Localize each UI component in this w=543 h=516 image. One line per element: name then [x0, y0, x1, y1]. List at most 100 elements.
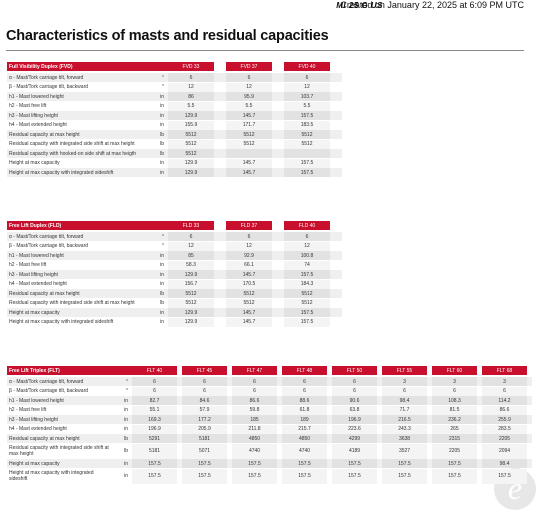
unit: ° [162, 233, 164, 240]
value-cell: 6 [182, 377, 227, 386]
table-row: Residual capacity at max height lb 5512 551… [7, 289, 342, 298]
unit: in [160, 160, 164, 166]
value-cell: 155.9 [168, 120, 214, 130]
section-title: Free Lift Duplex (FLD) [7, 221, 168, 230]
value-cell: 265 [432, 424, 477, 434]
row-label: β - Mast/Tork carriage tilt, backward [9, 84, 89, 90]
unit: in [160, 252, 164, 259]
table-header-row: Free Lift Triplex (FLT) FLT 40 FLT 45 FLT 4… [7, 366, 532, 375]
row-label: Residual capacity at max height [9, 290, 80, 297]
unit: lb [124, 435, 128, 442]
value-cell: 157.5 [284, 270, 330, 279]
value-cell: 5512 [284, 130, 330, 139]
table-row: Height at max capacity in 129.9 145.7 157.5 [7, 158, 342, 168]
value-cell: 236.2 [432, 415, 477, 424]
value-cell: 98.4 [382, 396, 427, 405]
row-label: h3 - Mast lifting height [9, 416, 58, 423]
value-cell: 5512 [168, 298, 214, 308]
table-row: h3 - Mast lifting height in 129.9 145.7 157.… [7, 111, 342, 120]
value-cell: 92.9 [226, 251, 272, 260]
row-label: Residual capacity with integrated side s… [9, 300, 135, 306]
unit: in [160, 281, 164, 287]
value-cell: 5512 [168, 130, 214, 139]
value-cell: 129.9 [168, 168, 214, 177]
value-cell: 6 [332, 377, 377, 386]
value-cell: 145.7 [226, 168, 272, 177]
value-cell: 4299 [332, 434, 377, 443]
value-cell: 5.5 [168, 101, 214, 111]
value-cell: 145.7 [226, 158, 272, 168]
value-cell: 6 [282, 386, 327, 396]
row-label: α - Mast/Tork carriage tilt, forward [9, 233, 84, 240]
unit: in [124, 416, 128, 423]
column-header: FLT 50 [332, 366, 377, 375]
column-header: FLT 55 [382, 366, 427, 375]
value-cell: 5291 [132, 434, 177, 443]
table-row: Residual capacity with integrated side s… [7, 139, 342, 149]
unit: in [124, 407, 128, 413]
value-cell: 185 [232, 415, 277, 424]
value-cell: 216.5 [382, 415, 427, 424]
value-cell: 88.6 [282, 396, 327, 405]
value-cell: 6 [182, 386, 227, 396]
value-cell: 157.5 [382, 468, 427, 484]
value-cell: 170.5 [226, 279, 272, 289]
value-cell: 63.8 [332, 405, 377, 415]
value-cell: 129.9 [168, 111, 214, 120]
value-cell: 12 [226, 241, 272, 251]
value-cell: 145.7 [226, 270, 272, 279]
row-label: β - Mast/Tork carriage tilt, backward [9, 243, 89, 249]
value-cell: 66.1 [226, 260, 272, 270]
table-row: Height at max capacity with integrated s… [7, 168, 342, 177]
value-cell: 6 [284, 232, 330, 241]
row-label: Height at max capacity with integrated s… [9, 470, 94, 482]
value-cell: 129.9 [168, 317, 214, 327]
value-cell: 157.5 [282, 459, 327, 468]
value-cell: 5181 [132, 443, 177, 459]
value-cell: 85 [168, 251, 214, 260]
divider [6, 50, 524, 51]
value-cell: 5.5 [226, 101, 272, 111]
unit: lb [160, 131, 164, 138]
value-cell: 84.6 [182, 396, 227, 405]
value-cell: 3638 [382, 434, 427, 443]
value-cell: 6 [232, 386, 277, 396]
brand: MI 25 G US [336, 1, 383, 10]
value-cell: 3 [432, 377, 477, 386]
value-cell: 129.9 [168, 270, 214, 279]
table-row: β - Mast/Tork carriage tilt, backward ° 6 6… [7, 386, 532, 396]
value-cell: 12 [226, 82, 272, 92]
value-cell: 223.6 [332, 424, 377, 434]
unit: in [124, 473, 128, 479]
table-row: Residual capacity at max height lb 5291 518… [7, 434, 532, 443]
value-cell: 5512 [226, 289, 272, 298]
table-row: Height at max capacity with integrated s… [7, 468, 532, 484]
table-row: h4 - Mast extended height in 156.7 170.5 184… [7, 279, 342, 289]
value-cell: 4850 [232, 434, 277, 443]
column-header: FLT 47 [232, 366, 277, 375]
row-label: h2 - Mast free lift [9, 262, 47, 268]
value-cell: 157.5 [332, 459, 377, 468]
row-label: Residual capacity with hooked-on side sh… [9, 150, 137, 157]
table-row: h1 - Mast lowered height in 82.7 84.6 86.6 88… [7, 396, 532, 405]
value-cell: 5512 [226, 130, 272, 139]
value-cell: 6 [382, 386, 427, 396]
value-cell: 177.2 [182, 415, 227, 424]
unit: ° [162, 243, 164, 249]
value-cell: 157.5 [284, 158, 330, 168]
value-cell: 6 [168, 73, 214, 82]
value-cell: 57.9 [182, 405, 227, 415]
table-row: α - Mast/Tork carriage tilt, forward ° 6 6 6… [7, 377, 532, 386]
row-label: h1 - Mast lowered height [9, 93, 64, 100]
table-row: Height at max capacity with integrated s… [7, 317, 342, 327]
value-cell: 129.9 [168, 158, 214, 168]
value-cell: 3 [482, 377, 527, 386]
value-cell: 4850 [282, 434, 327, 443]
section-title: Full Visibility Duplex (FVD) [7, 62, 168, 71]
table-row: α - Mast/Tork carriage tilt, forward ° 6 6 6 [7, 73, 342, 82]
value-cell: 86 [168, 92, 214, 101]
value-cell: 12 [168, 82, 214, 92]
row-label: Residual capacity at max height [9, 435, 80, 442]
row-label: h1 - Mast lowered height [9, 252, 64, 259]
